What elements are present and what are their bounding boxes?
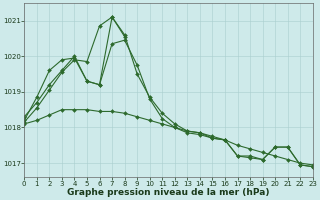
X-axis label: Graphe pression niveau de la mer (hPa): Graphe pression niveau de la mer (hPa) xyxy=(67,188,270,197)
